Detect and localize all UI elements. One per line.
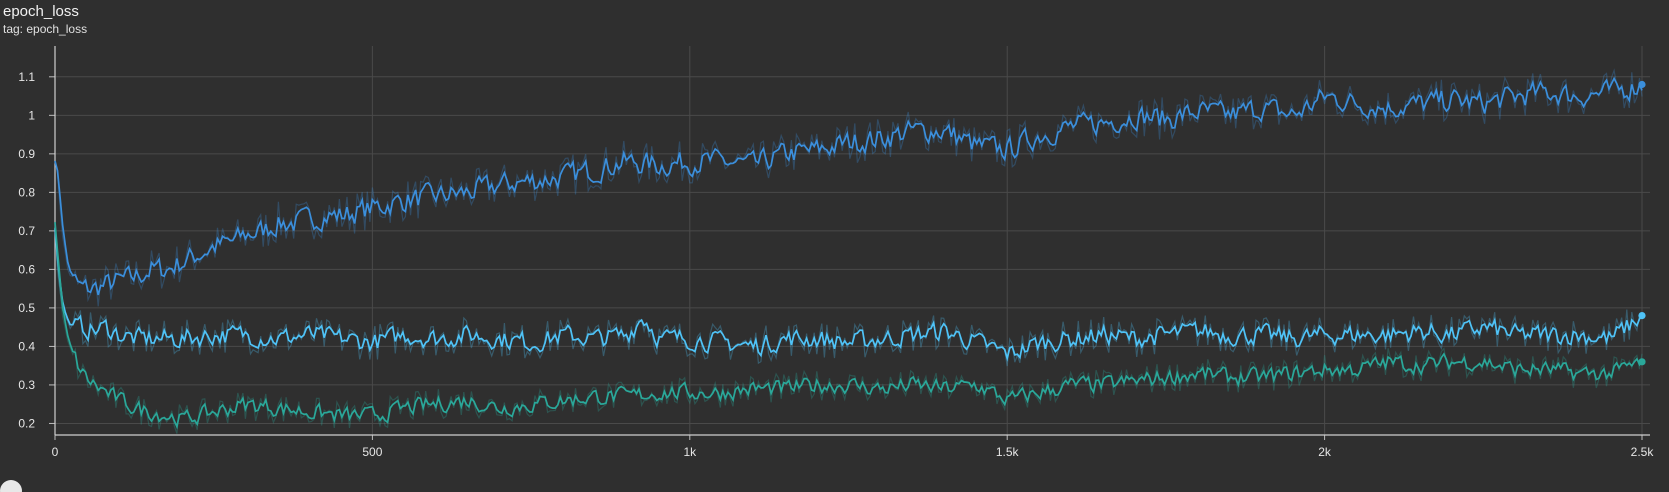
y-tick-label: 1.1 bbox=[18, 70, 35, 84]
series-0-endpoint[interactable] bbox=[1638, 80, 1646, 89]
tag-line: tag: epoch_loss bbox=[3, 22, 87, 36]
series-0-raw-line bbox=[54, 68, 1643, 307]
series-1-endpoint[interactable] bbox=[1638, 312, 1646, 320]
x-tick-label: 2.5k bbox=[1631, 445, 1655, 459]
series-2-raw-line bbox=[54, 221, 1643, 434]
y-tick-label: 0.5 bbox=[18, 301, 35, 315]
y-tick-label: 0.3 bbox=[18, 378, 35, 392]
chart-title: epoch_loss bbox=[3, 3, 79, 20]
menu-button[interactable] bbox=[0, 480, 22, 492]
x-tick-label: 1.5k bbox=[996, 445, 1020, 459]
y-tick-label: 0.8 bbox=[18, 185, 35, 199]
y-tick-label: 0.4 bbox=[18, 339, 35, 353]
series-1-raw-line bbox=[54, 228, 1643, 367]
y-tick-label: 0.9 bbox=[18, 147, 35, 161]
grid-layer bbox=[54, 46, 1650, 435]
tag-label: tag: bbox=[3, 22, 24, 36]
tag-value: epoch_loss bbox=[26, 22, 88, 36]
y-tick-label: 0.6 bbox=[18, 262, 35, 276]
series-2-endpoint[interactable] bbox=[1638, 358, 1646, 366]
series-1-line[interactable] bbox=[54, 228, 1643, 362]
series-layer bbox=[54, 68, 1646, 434]
series-2-line[interactable] bbox=[54, 222, 1643, 430]
axis-layer bbox=[49, 46, 1650, 440]
x-tick-label: 500 bbox=[362, 445, 382, 459]
y-tick-label: 0.2 bbox=[18, 416, 35, 430]
series-0-line[interactable] bbox=[54, 76, 1643, 296]
x-tick-label: 2k bbox=[1318, 445, 1332, 459]
x-tick-label: 0 bbox=[52, 445, 59, 459]
y-tick-label: 1 bbox=[28, 108, 35, 122]
tick-label-layer: 0.2 0.3 0.4 0.5 0.6 0.7 0.8 0.9 1 1.1 0 500 1k 1.5k 2k… bbox=[18, 70, 1654, 459]
y-tick-label: 0.7 bbox=[18, 224, 35, 238]
x-tick-label: 1k bbox=[683, 445, 697, 459]
